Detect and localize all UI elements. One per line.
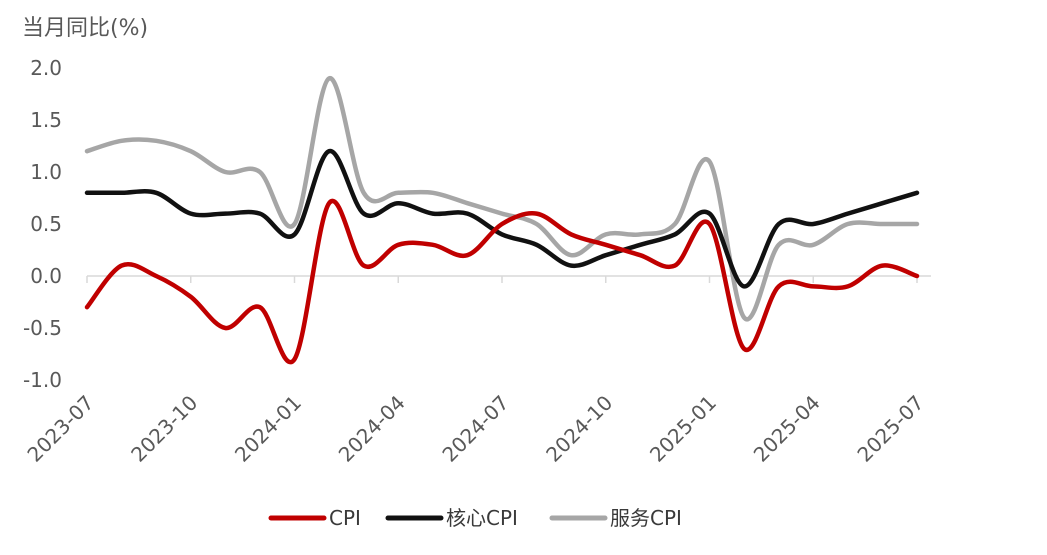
y-axis-title: 当月同比(%) (22, 16, 149, 41)
legend-label: 服务CPI (610, 506, 682, 530)
x-tick-label: 2025-04 (749, 391, 825, 467)
series-line-service-cpi (84, 76, 920, 322)
y-tick-label: 1.0 (30, 160, 62, 184)
x-tick-label: 2025-07 (852, 391, 928, 467)
x-tick-label: 2024-07 (437, 391, 513, 467)
y-tick-label: 0.0 (30, 264, 62, 288)
x-tick-label: 2023-07 (22, 391, 98, 467)
series-line-core-cpi (84, 148, 920, 289)
y-tick-label: 0.5 (30, 212, 62, 236)
x-tick-label: 2023-10 (126, 391, 202, 467)
series-line-cpi (84, 198, 920, 365)
y-tick-label: 1.5 (30, 108, 62, 132)
x-tick-label: 2024-01 (230, 391, 306, 467)
x-tick-label: 2024-04 (334, 391, 410, 467)
y-tick-label: 2.0 (30, 56, 62, 80)
legend-label: CPI (329, 506, 361, 530)
x-tick-label: 2025-01 (645, 391, 721, 467)
legend-label: 核心CPI (446, 506, 518, 530)
x-tick-label: 2024-10 (541, 391, 617, 467)
y-tick-label: -1.0 (23, 368, 62, 392)
y-tick-label: -0.5 (23, 316, 62, 340)
